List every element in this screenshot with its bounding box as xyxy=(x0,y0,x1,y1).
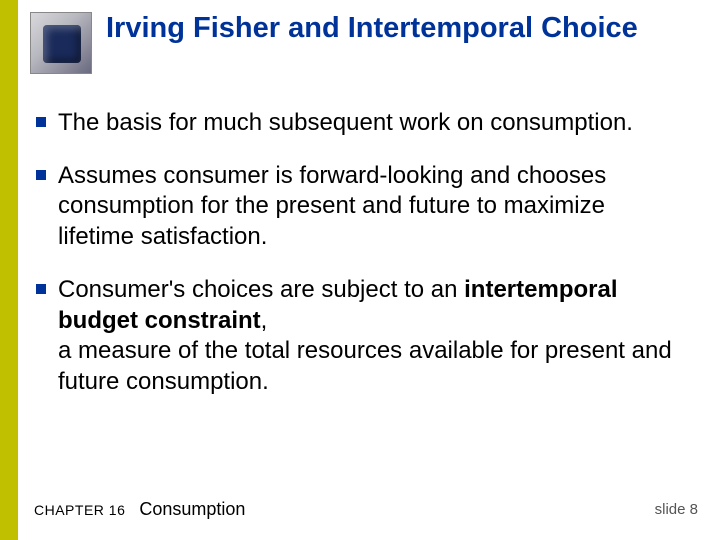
side-accent-bar xyxy=(0,0,18,540)
bullet-square-icon xyxy=(36,117,46,127)
bullet-text-run: Consumer's choices are subject to an xyxy=(58,276,464,303)
slide-title: Irving Fisher and Intertemporal Choice xyxy=(106,12,638,45)
footer-chapter: CHAPTER 16 xyxy=(34,502,125,518)
slide-number: slide 8 xyxy=(655,501,698,518)
bullet-text-run: Assumes consumer is forward-looking and … xyxy=(58,162,606,250)
slide-icon-inner xyxy=(43,25,81,63)
footer: CHAPTER 16 Consumption xyxy=(34,499,245,520)
bullet-item: Assumes consumer is forward-looking and … xyxy=(36,161,686,253)
header: Irving Fisher and Intertemporal Choice xyxy=(30,12,638,74)
bullet-list: The basis for much subsequent work on co… xyxy=(36,108,686,420)
bullet-item: The basis for much subsequent work on co… xyxy=(36,108,686,139)
bullet-item: Consumer's choices are subject to an int… xyxy=(36,275,686,398)
bullet-square-icon xyxy=(36,170,46,180)
bullet-text: Consumer's choices are subject to an int… xyxy=(58,275,686,398)
footer-topic: Consumption xyxy=(139,499,245,520)
bullet-square-icon xyxy=(36,284,46,294)
slide-icon xyxy=(30,12,92,74)
bullet-text: The basis for much subsequent work on co… xyxy=(58,108,633,139)
bullet-text-run: The basis for much subsequent work on co… xyxy=(58,109,633,136)
bullet-text: Assumes consumer is forward-looking and … xyxy=(58,161,686,253)
